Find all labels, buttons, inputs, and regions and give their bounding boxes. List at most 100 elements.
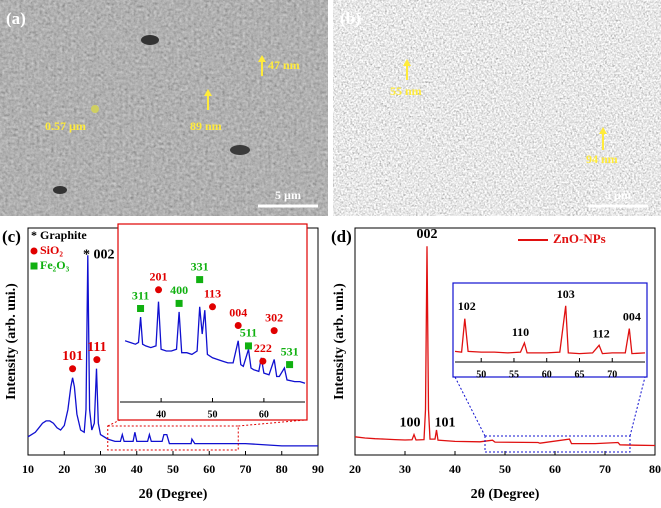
sem-image-a: (a) 0.57 µm 89 nm 47 nm 5 µm xyxy=(0,0,328,216)
annotation: 94 nm xyxy=(586,152,618,166)
legend-marker xyxy=(30,262,38,270)
x-tick-label: 90 xyxy=(312,462,324,476)
peak-label: 201 xyxy=(150,270,168,284)
xrd-line xyxy=(354,246,656,447)
annotation: 0.57 µm xyxy=(45,119,86,133)
scale-bar-label: 5 µm xyxy=(605,188,631,202)
dark-spot xyxy=(53,186,67,194)
panel-label: (a) xyxy=(6,9,26,28)
peak-label: 101 xyxy=(62,349,83,364)
peak-marker xyxy=(93,356,101,364)
inset-frame xyxy=(452,282,648,378)
x-tick-label: 60 xyxy=(549,462,561,476)
x-tick-label: 60 xyxy=(203,462,215,476)
x-tick-label: 30 xyxy=(399,462,411,476)
peak-label: 103 xyxy=(557,287,575,301)
peak-label: 101 xyxy=(435,415,456,430)
x-tick-label: 60 xyxy=(542,369,552,380)
arrow-head xyxy=(403,59,411,66)
inset-frame xyxy=(117,223,308,421)
peak-label: 102 xyxy=(458,299,476,313)
zoom-connector xyxy=(238,419,306,427)
x-tick-label: 80 xyxy=(649,462,661,476)
x-tick-label: 70 xyxy=(607,369,617,380)
y-axis-label: Intensity (arb. uni.) xyxy=(4,283,19,400)
x-tick-label: 50 xyxy=(476,369,486,380)
peak-marker xyxy=(270,327,278,335)
peak-marker xyxy=(259,357,267,365)
peak-label: 531 xyxy=(281,344,299,358)
arrow-head xyxy=(258,55,266,62)
panel-label: (c) xyxy=(2,227,21,246)
dark-spot xyxy=(230,145,250,155)
peak-marker xyxy=(196,276,204,284)
peak-marker xyxy=(175,299,183,307)
peak-label: 311 xyxy=(132,288,149,302)
scale-bar-label: 5 µm xyxy=(275,188,301,202)
legend-label: ZnO-NPs xyxy=(553,231,606,246)
peak-label: 511 xyxy=(240,326,257,340)
peak-label: 110 xyxy=(512,325,529,339)
x-tick-label: 50 xyxy=(499,462,511,476)
annotation: 47 nm xyxy=(268,58,300,72)
peak-label: 331 xyxy=(191,259,209,273)
xrd-line xyxy=(454,305,646,355)
sem-image-b: (b) 55 nm 94 nm 5 µm xyxy=(333,0,661,216)
x-tick-label: 70 xyxy=(240,462,252,476)
panel-label: (b) xyxy=(340,9,361,28)
x-tick-label: 20 xyxy=(58,462,70,476)
zoom-connector xyxy=(629,376,646,437)
peak-marker xyxy=(155,286,163,294)
peak-label: 112 xyxy=(592,326,609,340)
peak-label: * 002 xyxy=(83,247,115,262)
peak-marker xyxy=(234,322,242,329)
zoom-connector xyxy=(454,376,486,437)
peak-label: 004 xyxy=(229,305,247,319)
peak-label: 004 xyxy=(623,310,641,324)
annotation: 55 nm xyxy=(390,84,422,98)
sem-a-texture xyxy=(0,0,328,216)
legend-marker xyxy=(30,247,38,255)
x-axis-label: 2θ (Degree) xyxy=(471,487,540,502)
panel-label: (d) xyxy=(331,227,352,246)
xrd-line xyxy=(124,301,306,384)
x-tick-label: 50 xyxy=(208,409,218,420)
arrow-head xyxy=(204,89,212,96)
peak-marker xyxy=(209,303,216,311)
annotation: 89 nm xyxy=(190,119,222,133)
arrow-head xyxy=(599,127,607,134)
x-axis-label: 2θ (Degree) xyxy=(139,487,208,502)
dark-spot xyxy=(141,35,159,45)
zoom-region xyxy=(484,435,631,453)
x-tick-label: 50 xyxy=(167,462,179,476)
x-tick-label: 20 xyxy=(349,462,361,476)
x-tick-label: 40 xyxy=(156,409,166,420)
sem-b-texture xyxy=(333,0,661,216)
peak-marker xyxy=(69,365,77,373)
x-tick-label: 70 xyxy=(599,462,611,476)
zoom-connector xyxy=(107,419,121,427)
peak-label: 302 xyxy=(265,310,283,324)
peak-label: 002 xyxy=(417,227,438,242)
peak-label: 113 xyxy=(204,287,221,301)
phase-legend-label: Fe₂O₃ xyxy=(40,258,70,272)
y-axis-label: Intensity (arb. uni.) xyxy=(332,283,347,400)
xrd-line xyxy=(27,255,318,447)
peak-label: 400 xyxy=(170,283,188,297)
x-tick-label: 55 xyxy=(509,369,519,380)
peak-marker xyxy=(286,361,294,369)
x-tick-label: 60 xyxy=(259,409,269,420)
x-tick-label: 40 xyxy=(449,462,461,476)
x-tick-label: 80 xyxy=(276,462,288,476)
phase-legend-label: * Graphite xyxy=(31,228,87,242)
phase-legend-label: SiO₂ xyxy=(40,243,63,257)
peak-label: 222 xyxy=(254,341,272,355)
x-tick-label: 65 xyxy=(574,369,584,380)
x-tick-label: 10 xyxy=(22,462,34,476)
particle xyxy=(91,105,99,113)
zoom-region xyxy=(107,425,239,451)
peak-label: 111 xyxy=(87,340,106,355)
peak-label: 100 xyxy=(400,415,421,430)
x-tick-label: 40 xyxy=(131,462,143,476)
